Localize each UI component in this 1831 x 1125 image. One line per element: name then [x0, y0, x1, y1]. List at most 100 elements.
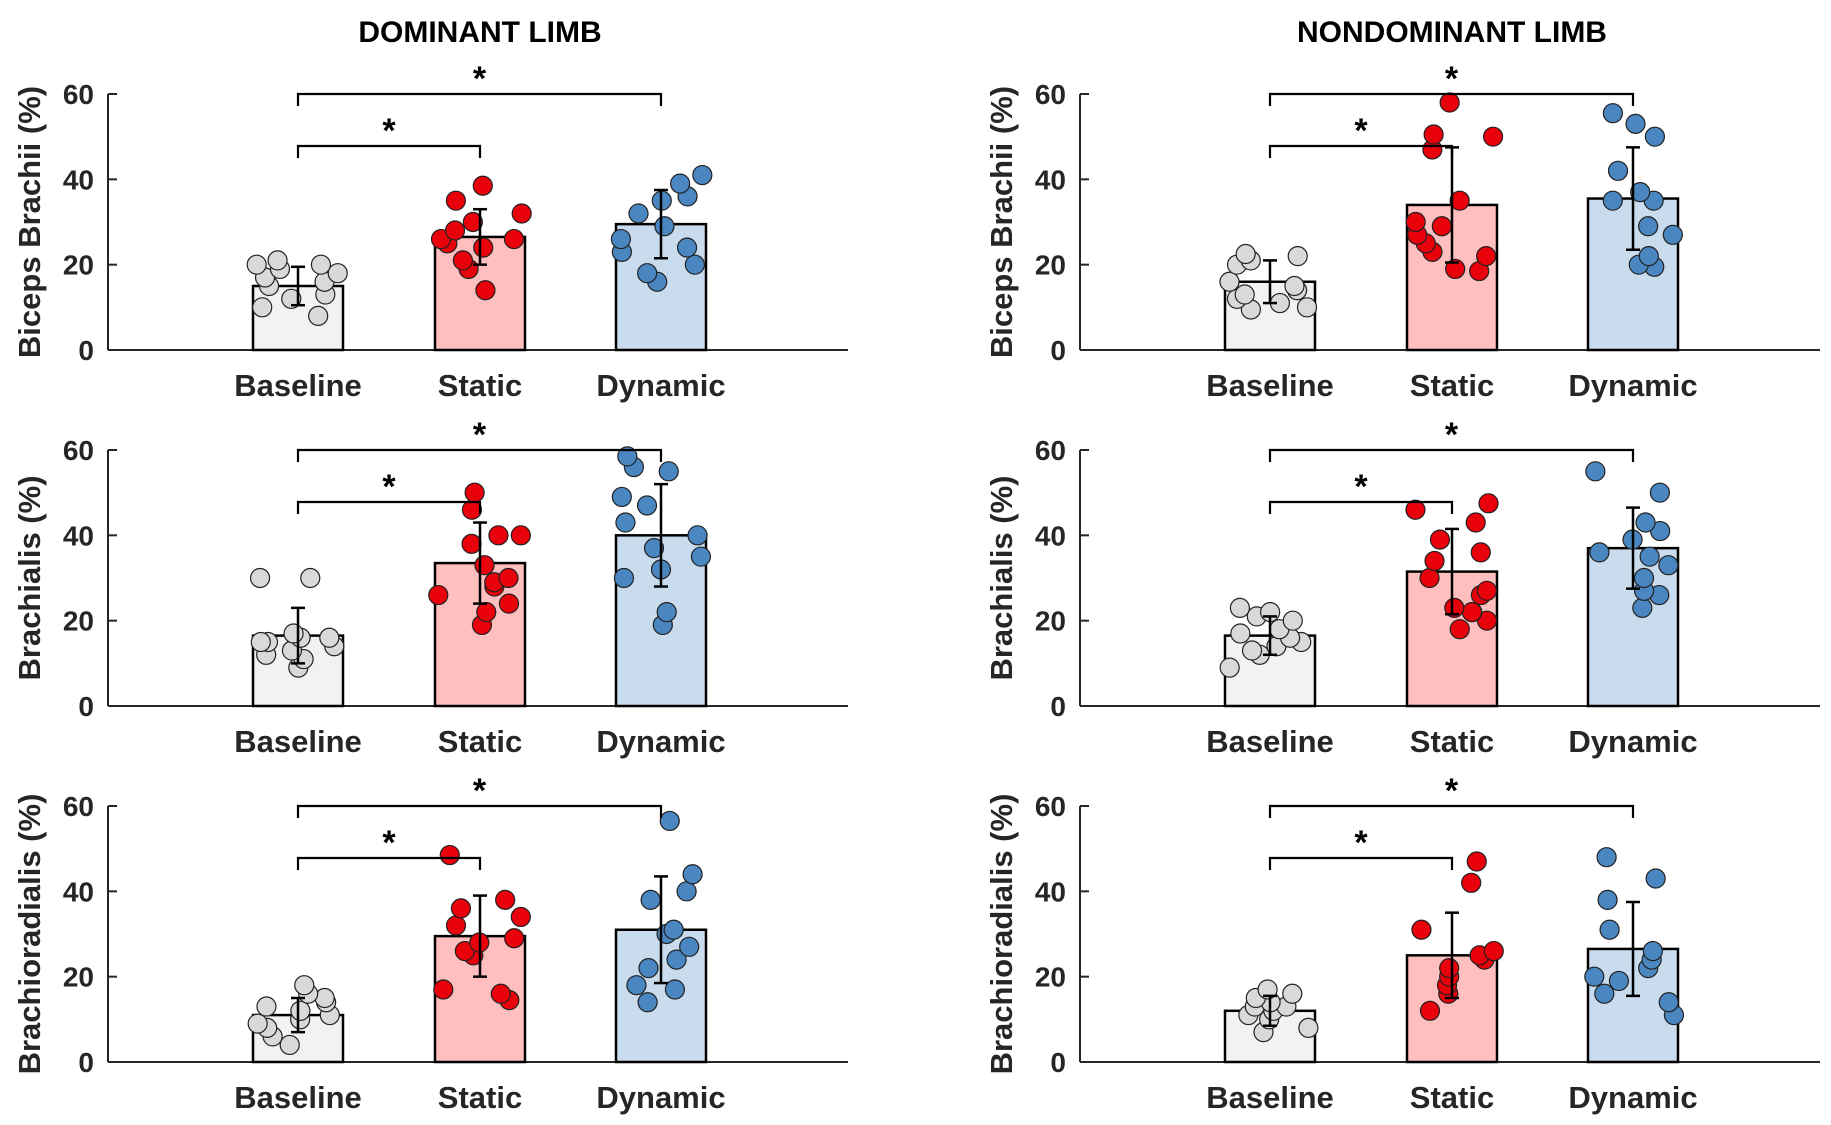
- dominant-brachioradialis-point-dynamic: [663, 919, 684, 940]
- dominant-brachialis-point-static: [461, 533, 482, 554]
- dominant-brachioradialis-point-dynamic: [659, 810, 680, 832]
- dominant-brachialis-point-baseline: [250, 631, 271, 653]
- dominant-biceps-point-static: [445, 190, 466, 211]
- nondominant-brachialis-point-static: [1476, 580, 1497, 601]
- dominant-biceps-point-dynamic: [654, 216, 675, 237]
- nondominant-brachialis-point-dynamic: [1635, 512, 1656, 533]
- nondominant-brachioradialis-point-static: [1439, 958, 1460, 979]
- nondominant-brachioradialis-point-static: [1483, 940, 1504, 962]
- nondominant-brachioradialis-point-baseline: [1298, 1017, 1319, 1038]
- dominant-brachioradialis-significance-star-baseline-static: *: [382, 824, 396, 862]
- nondominant-biceps-point-dynamic: [1625, 113, 1646, 134]
- nondominant-brachioradialis-significance-bracket-baseline-dynamic: [1268, 804, 1635, 818]
- dominant-brachioradialis-point-static: [495, 889, 516, 910]
- dominant-brachioradialis-point-dynamic: [679, 936, 700, 957]
- dominant-brachialis-significance-bracket-baseline-static: [296, 500, 482, 514]
- nondominant-brachioradialis-point-dynamic: [1608, 970, 1630, 992]
- dominant-brachialis-point-dynamic: [611, 486, 632, 508]
- nondominant-brachioradialis-significance-star-baseline-static: *: [1354, 824, 1368, 862]
- dominant-brachioradialis-point-static: [450, 898, 472, 919]
- nondominant-brachialis-point-static: [1470, 542, 1491, 563]
- nondominant-brachioradialis-significance-star-baseline-dynamic: *: [1445, 772, 1459, 810]
- dominant-brachialis-point-static: [464, 482, 485, 503]
- dominant-biceps-point-dynamic: [628, 203, 649, 224]
- nondominant-biceps-point-baseline: [1235, 243, 1256, 265]
- nondominant-brachioradialis-ytick-label-20: 20: [1035, 962, 1066, 993]
- dominant-brachialis-point-baseline: [300, 567, 321, 589]
- nondominant-brachialis-ytick-label-40: 40: [1035, 520, 1066, 551]
- nondominant-biceps-category-label-dynamic: Dynamic: [1568, 368, 1697, 403]
- nondominant-biceps-point-dynamic: [1602, 190, 1623, 211]
- nondominant-biceps-point-static: [1482, 126, 1504, 147]
- dominant-biceps-ytick-label-20: 20: [63, 250, 94, 281]
- dominant-biceps-point-dynamic: [676, 237, 698, 258]
- dominant-brachialis-ytick-label-60: 60: [63, 435, 94, 466]
- dominant-brachioradialis-y-label: Brachioradialis (%): [12, 794, 47, 1075]
- nondominant-biceps-point-baseline: [1284, 275, 1305, 297]
- dominant-biceps-ytick-label-40: 40: [63, 164, 94, 195]
- nondominant-brachioradialis-point-dynamic: [1597, 889, 1618, 910]
- nondominant-brachioradialis-category-label-static: Static: [1410, 1080, 1494, 1115]
- nondominant-brachialis-significance-bracket-baseline-static: [1268, 500, 1454, 514]
- nondominant-biceps-point-static: [1449, 190, 1470, 211]
- dominant-brachioradialis-point-baseline: [279, 1034, 300, 1056]
- nondominant-brachialis-point-dynamic: [1649, 482, 1670, 503]
- nondominant-brachialis-ytick-label-60: 60: [1035, 435, 1066, 466]
- dominant-brachialis-point-static: [428, 584, 449, 606]
- dominant-biceps-category-label-baseline: Baseline: [234, 368, 362, 403]
- nondominant-brachioradialis-ytick-label-0: 0: [1050, 1047, 1066, 1078]
- dominant-biceps-point-static: [503, 228, 525, 250]
- dominant-brachioradialis-category-label-baseline: Baseline: [234, 1080, 362, 1115]
- dominant-brachialis-point-static: [498, 593, 520, 614]
- nondominant-brachioradialis-point-static: [1419, 1000, 1441, 1021]
- nondominant-brachioradialis-point-static: [1461, 872, 1482, 893]
- nondominant-brachioradialis-point-baseline: [1257, 979, 1278, 1000]
- nondominant-biceps-point-baseline: [1296, 297, 1318, 318]
- nondominant-brachialis-point-baseline: [1282, 610, 1303, 631]
- nondominant-brachialis-point-dynamic: [1658, 555, 1679, 576]
- dominant-brachialis-point-dynamic: [636, 495, 658, 516]
- dominant-brachialis-ytick-label-0: 0: [78, 691, 94, 722]
- dominant-biceps-y-label: Biceps Brachii (%): [12, 86, 47, 358]
- dominant-brachioradialis-point-baseline: [256, 996, 277, 1017]
- dominant-brachioradialis-point-dynamic: [666, 949, 687, 970]
- dominant-brachialis-point-dynamic: [643, 538, 665, 559]
- column-title-dominant: DOMINANT LIMB: [358, 16, 601, 49]
- dominant-brachialis-significance-star-baseline-dynamic: *: [473, 416, 487, 454]
- dominant-biceps-significance-bracket-baseline-static: [296, 144, 482, 158]
- dominant-brachialis-point-static: [510, 525, 531, 546]
- dominant-biceps-point-dynamic: [637, 263, 658, 284]
- dominant-brachioradialis-significance-star-baseline-dynamic: *: [473, 772, 487, 810]
- dominant-biceps-point-static: [444, 220, 466, 241]
- nondominant-brachialis-point-dynamic: [1585, 461, 1606, 482]
- dominant-brachioradialis-point-dynamic: [682, 864, 703, 885]
- dominant-biceps-significance-bracket-baseline-dynamic: [296, 92, 663, 106]
- dominant-brachialis-point-baseline: [319, 627, 340, 648]
- nondominant-brachialis-point-dynamic: [1639, 546, 1660, 567]
- nondominant-biceps-point-static: [1423, 124, 1444, 145]
- nondominant-biceps-y-label: Biceps Brachii (%): [984, 86, 1019, 358]
- dominant-brachialis-point-baseline: [283, 623, 304, 644]
- nondominant-biceps-point-dynamic: [1630, 182, 1651, 203]
- dominant-biceps-point-dynamic: [610, 228, 632, 250]
- dominant-brachioradialis-significance-bracket-baseline-dynamic: [296, 804, 663, 818]
- nondominant-brachialis-point-baseline: [1219, 657, 1240, 678]
- dominant-biceps-significance-star-baseline-dynamic: *: [473, 60, 487, 98]
- nondominant-brachioradialis-significance-bracket-baseline-static: [1268, 856, 1454, 870]
- dominant-brachialis-point-static: [488, 525, 509, 546]
- nondominant-brachialis-point-static: [1478, 493, 1499, 514]
- nondominant-brachioradialis-point-static: [1466, 851, 1487, 872]
- nondominant-brachialis-point-static: [1424, 550, 1445, 572]
- nondominant-biceps-category-label-static: Static: [1410, 368, 1494, 403]
- dominant-brachioradialis-point-static: [490, 983, 511, 1004]
- dominant-brachioradialis-point-dynamic: [638, 958, 659, 979]
- dominant-brachialis-category-label-static: Static: [438, 724, 522, 759]
- dominant-brachioradialis-point-baseline: [247, 1013, 268, 1034]
- dominant-brachialis-point-dynamic: [613, 567, 635, 589]
- nondominant-brachialis-point-baseline: [1230, 623, 1251, 644]
- nondominant-brachialis-point-dynamic: [1633, 567, 1655, 589]
- nondominant-brachialis-significance-star-baseline-static: *: [1354, 468, 1368, 506]
- nondominant-biceps-significance-bracket-baseline-static: [1268, 144, 1454, 158]
- dominant-brachioradialis-point-static: [510, 906, 531, 928]
- dominant-biceps-significance-star-baseline-static: *: [382, 112, 396, 150]
